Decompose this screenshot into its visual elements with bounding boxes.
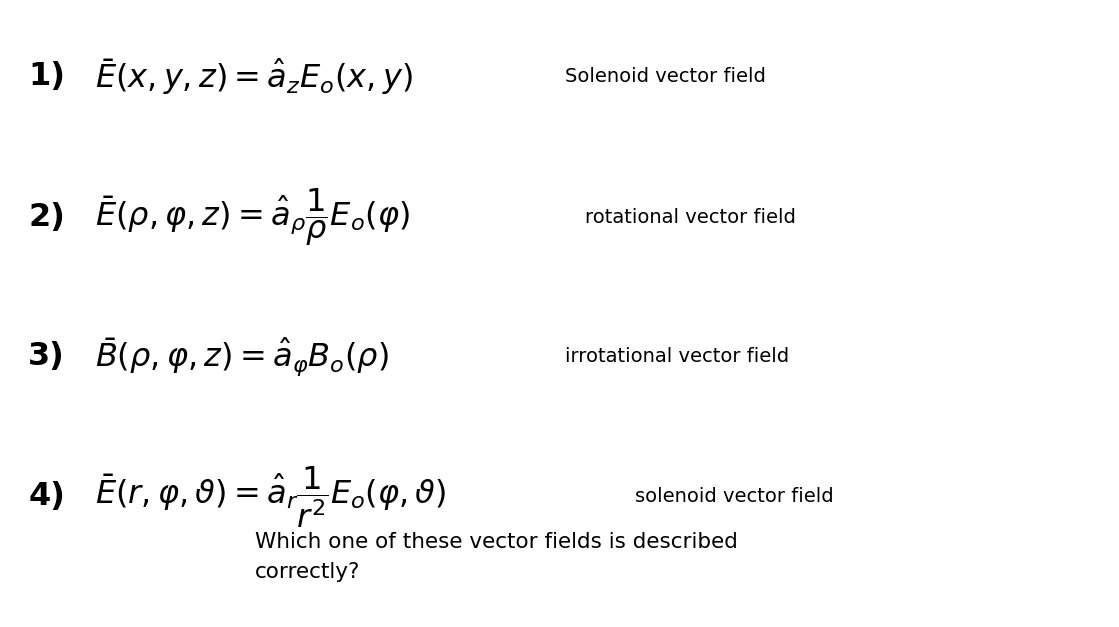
- Text: 3): 3): [28, 342, 65, 372]
- Text: solenoid vector field: solenoid vector field: [634, 488, 834, 507]
- Text: irrotational vector field: irrotational vector field: [565, 347, 789, 367]
- Text: rotational vector field: rotational vector field: [585, 208, 796, 226]
- Text: $\bar{E}(r, \varphi, \vartheta) = \hat{a}_r \dfrac{1}{r^2} E_o(\varphi, \varthet: $\bar{E}(r, \varphi, \vartheta) = \hat{a…: [95, 464, 446, 530]
- Text: 2): 2): [28, 201, 65, 233]
- Text: $\bar{E}(x, y, z) = \hat{a}_z E_o(x, y)$: $\bar{E}(x, y, z) = \hat{a}_z E_o(x, y)$: [95, 56, 413, 97]
- Text: Which one of these vector fields is described
correctly?: Which one of these vector fields is desc…: [255, 532, 737, 582]
- Text: 1): 1): [28, 61, 65, 93]
- Text: 4): 4): [28, 482, 65, 512]
- Text: Solenoid vector field: Solenoid vector field: [565, 68, 765, 87]
- Text: $\bar{E}(\rho, \varphi, z) = \hat{a}_{\rho} \dfrac{1}{\rho} E_o(\varphi)$: $\bar{E}(\rho, \varphi, z) = \hat{a}_{\r…: [95, 186, 410, 248]
- Text: $\bar{B}(\rho, \varphi, z) = \hat{a}_{\varphi} B_o(\rho)$: $\bar{B}(\rho, \varphi, z) = \hat{a}_{\v…: [95, 335, 388, 378]
